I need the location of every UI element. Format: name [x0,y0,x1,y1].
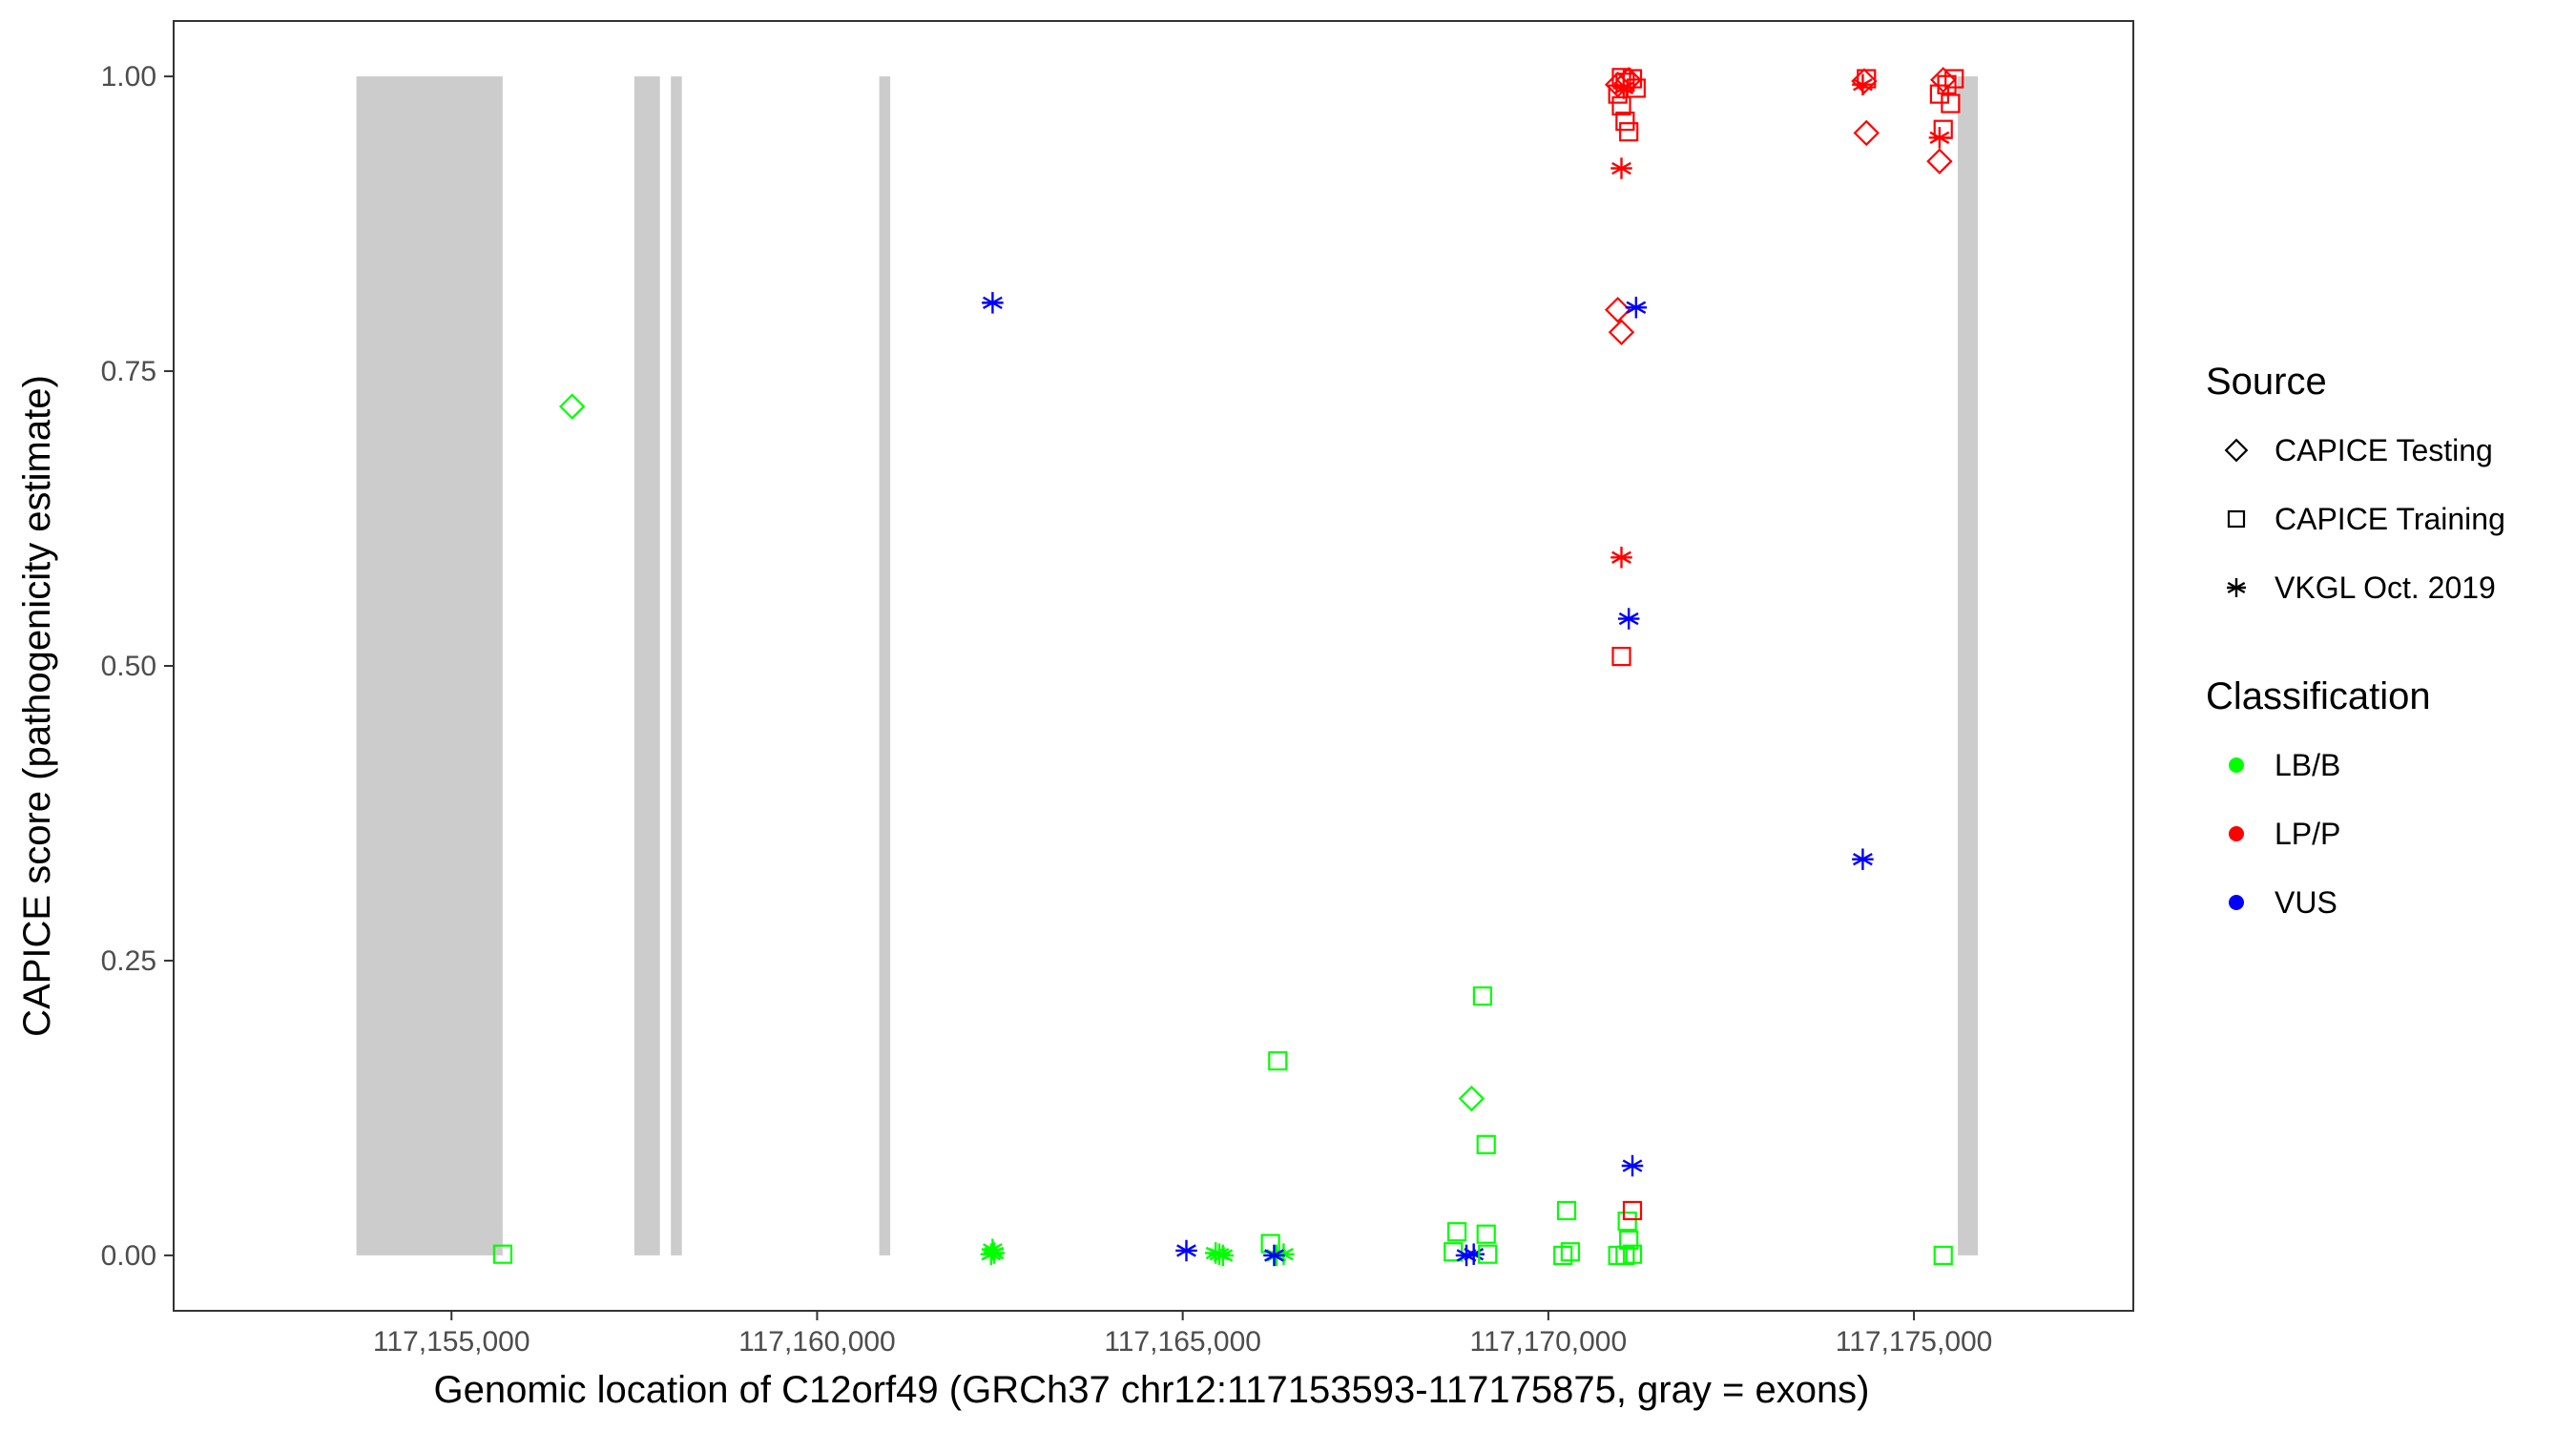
legend-label-2-2: LP/P [2275,817,2340,851]
data-point-2 [558,393,586,420]
data-point-24 [1478,1244,1498,1264]
data-point-26 [1560,1242,1580,1262]
data-point-64 [1930,67,1957,93]
y-tick-label-4: 0.75 [101,356,156,387]
legend-label-1-1: CAPICE Testing [2275,433,2493,467]
exon-band-5 [1958,76,1979,1255]
data-point-39 [1604,297,1631,323]
data-point-38 [1608,319,1635,345]
exon-band-4 [879,76,891,1255]
legend-key-2-2 [2229,826,2244,841]
data-point-5 [980,1243,1003,1265]
data-point-30 [1622,1244,1643,1264]
x-tick-label-5: 117,175,000 [1836,1326,1993,1358]
plot-area [356,67,1979,1267]
data-point-50 [1604,72,1631,98]
exon-band-2 [634,76,660,1255]
legend-title-1: Source [2206,361,2327,403]
legend-key-2-1 [2229,757,2244,773]
data-point-35 [1611,647,1631,667]
data-point-6 [982,292,1004,314]
data-point-42 [1619,122,1639,142]
exon-band-3 [671,76,682,1255]
legend-label-2-3: VUS [2275,885,2337,920]
y-tick-label-5: 1.00 [101,61,156,93]
data-point-56 [1851,68,1878,94]
legend-key-2-3 [2229,895,2244,910]
data-point-20 [1458,1085,1485,1112]
x-axis-title: Genomic location of C12orf49 (GRCh37 chr… [433,1369,1869,1411]
data-point-43 [1615,111,1635,132]
data-point-27 [1553,1245,1573,1266]
data-point-52 [1612,77,1635,99]
y-tick-label-2: 0.25 [101,945,156,977]
data-point-22 [1476,1134,1496,1154]
data-point-44 [1611,95,1631,116]
data-point-40 [1625,297,1648,319]
data-point-65 [1944,69,1964,89]
legend: Source CAPICE Testing CAPICE Training VKGL … [2206,361,2505,920]
data-point-25 [1556,1200,1577,1221]
data-point-7 [1175,1239,1197,1262]
data-point-1 [492,1244,512,1264]
legend-label-1-3: VKGL Oct. 2019 [2275,570,2496,605]
legend-label-2-1: LB/B [2275,748,2340,782]
data-point-21 [1472,985,1492,1006]
data-point-66 [1933,1245,1953,1266]
data-point-58 [1926,148,1953,175]
data-point-47 [1615,73,1635,93]
data-point-15 [1263,1244,1285,1267]
y-axis-title: CAPICE score (pathogenicity estimate) [16,375,58,1037]
y-tick-label-1: 0.00 [101,1240,156,1272]
data-point-55 [1857,69,1877,89]
data-point-53 [1853,119,1880,147]
data-point-16 [1446,1222,1467,1242]
x-tick-label-3: 117,165,000 [1104,1326,1261,1358]
data-point-63 [1937,74,1957,94]
data-point-60 [1933,119,1953,139]
data-point-10 [1204,1242,1227,1264]
data-point-36 [1617,608,1640,630]
data-point-32 [1617,1211,1637,1232]
x-tick-label-4: 117,170,000 [1470,1326,1628,1358]
data-point-37 [1610,547,1632,569]
data-point-33 [1622,1200,1643,1221]
data-point-57 [1852,848,1874,870]
legend-key-1-2 [2227,509,2246,529]
exon-band-1 [356,76,503,1255]
legend-label-1-2: CAPICE Training [2275,502,2505,536]
legend-key-1-3 [2227,578,2246,597]
data-point-23 [1476,1224,1496,1244]
data-point-29 [1615,1245,1635,1266]
data-point-12 [1268,1050,1288,1071]
x-tick-label-1: 117,155,000 [373,1326,530,1358]
y-tick-label-3: 0.50 [101,651,156,682]
axes: 117,155,000 117,160,000 117,165,000 117,170… [101,20,2134,1358]
data-point-41 [1610,157,1632,179]
legend-key-1-1 [2224,438,2249,463]
data-point-34 [1621,1154,1644,1177]
data-point-31 [1619,1230,1639,1250]
legend-title-2: Classification [2206,675,2431,717]
x-tick-label-2: 117,160,000 [738,1326,896,1358]
